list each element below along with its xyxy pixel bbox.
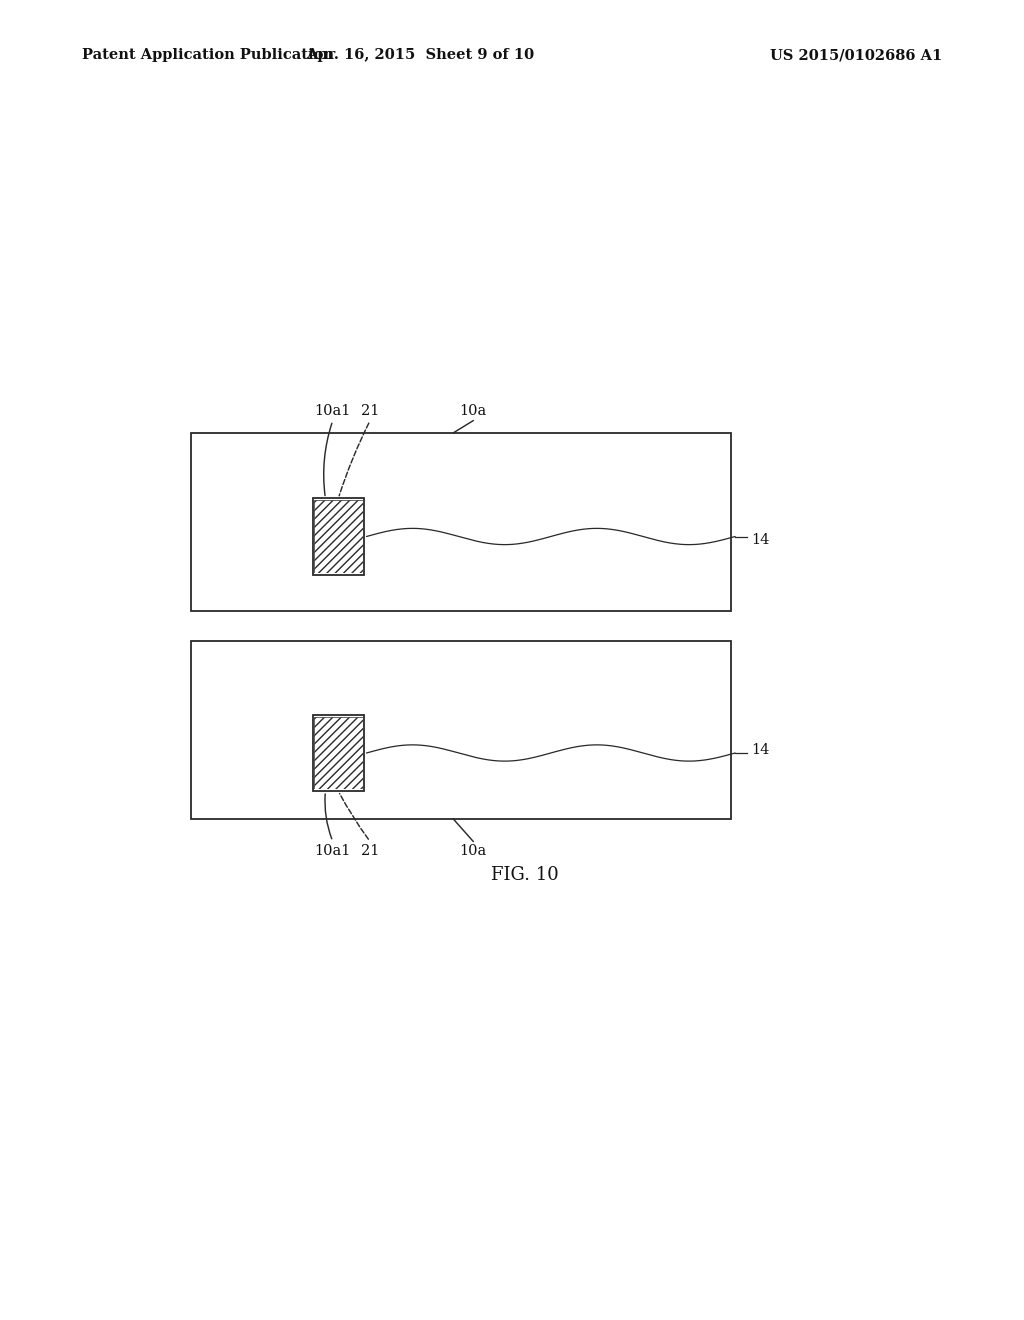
Text: FIG. 10: FIG. 10	[490, 866, 559, 884]
Text: 10a: 10a	[460, 404, 486, 417]
Text: US 2015/0102686 A1: US 2015/0102686 A1	[770, 49, 942, 62]
Text: 14: 14	[751, 743, 769, 756]
Bar	[314, 500, 362, 573]
Bar	[312, 715, 365, 791]
Bar	[312, 499, 365, 574]
Bar	[312, 499, 365, 574]
Bar	[191, 642, 731, 818]
Bar	[314, 717, 362, 789]
Text: 14: 14	[751, 532, 769, 546]
Text: Apr. 16, 2015  Sheet 9 of 10: Apr. 16, 2015 Sheet 9 of 10	[306, 49, 534, 62]
Text: 10a1: 10a1	[314, 845, 351, 858]
Text: 21: 21	[360, 845, 379, 858]
Text: Patent Application Publication: Patent Application Publication	[82, 49, 334, 62]
Text: 10a: 10a	[460, 845, 486, 858]
Text: 21: 21	[360, 404, 379, 417]
Bar	[312, 715, 365, 791]
Text: 10a1: 10a1	[314, 404, 351, 417]
Bar	[191, 433, 731, 611]
